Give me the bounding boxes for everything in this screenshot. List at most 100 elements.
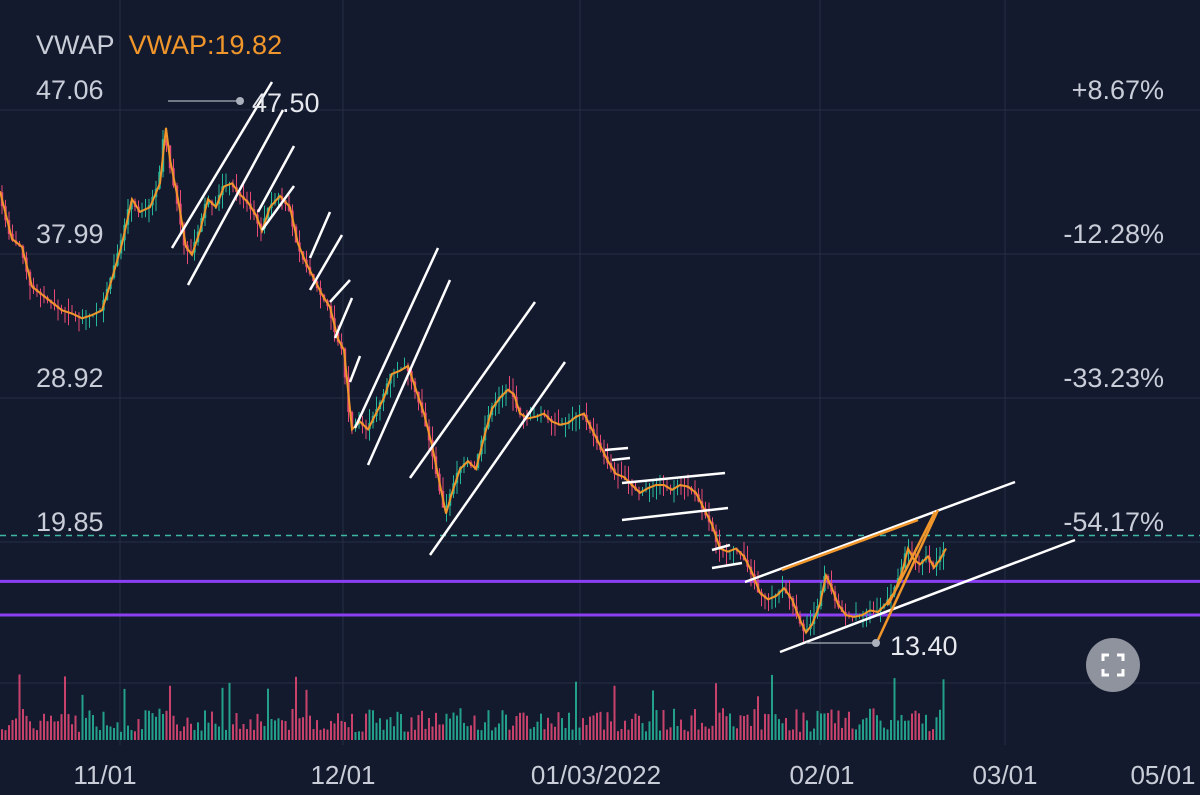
candle bbox=[396, 361, 399, 379]
volume-bar bbox=[837, 710, 840, 740]
candle bbox=[875, 597, 879, 617]
candle bbox=[56, 299, 60, 321]
volume-bar bbox=[564, 727, 567, 740]
volume-bar bbox=[344, 721, 346, 740]
volume-bar bbox=[99, 730, 101, 740]
volume-bar bbox=[841, 727, 843, 740]
volume-bar bbox=[568, 712, 570, 740]
volume-bar bbox=[939, 709, 941, 740]
volume-bar bbox=[361, 731, 364, 740]
volume-bar bbox=[498, 723, 500, 740]
date-tick-label: 01/03/2022 bbox=[531, 760, 661, 790]
volume-bar bbox=[92, 715, 94, 740]
volume-bar bbox=[487, 710, 490, 740]
candle bbox=[224, 173, 228, 193]
volume-bar bbox=[697, 729, 700, 740]
volume-bars bbox=[1, 674, 945, 740]
volume-bar bbox=[50, 715, 52, 740]
volume-bar bbox=[214, 723, 217, 740]
volume-bar bbox=[246, 729, 248, 740]
volume-bar bbox=[778, 719, 780, 740]
volume-bar bbox=[792, 729, 794, 740]
volume-bar bbox=[365, 713, 367, 740]
volume-bar bbox=[914, 710, 917, 740]
volume-bar bbox=[379, 718, 381, 740]
volume-bar bbox=[491, 730, 493, 740]
percent-tick-label: -12.28% bbox=[1063, 219, 1164, 249]
volume-bar bbox=[337, 713, 339, 740]
volume-bar bbox=[186, 717, 189, 740]
date-tick-label: 11/01 bbox=[73, 760, 136, 790]
volume-bar bbox=[673, 708, 675, 740]
volume-bar bbox=[11, 720, 14, 740]
volume-bar bbox=[123, 688, 126, 740]
candle bbox=[53, 289, 56, 311]
volume-bar bbox=[589, 716, 591, 740]
volume-bar bbox=[162, 713, 164, 740]
volume-bar bbox=[484, 722, 486, 740]
volume-bar bbox=[88, 710, 91, 740]
trend-line bbox=[408, 301, 537, 479]
volume-bar bbox=[74, 715, 77, 740]
volume-bar bbox=[302, 717, 304, 740]
trend-line bbox=[308, 211, 332, 259]
volume-bar bbox=[326, 729, 329, 740]
price-tick-label: 19.85 bbox=[36, 507, 104, 537]
volume-bar bbox=[921, 723, 924, 740]
fit-screen-button[interactable] bbox=[1086, 638, 1140, 692]
volume-bar bbox=[284, 720, 287, 740]
volume-bar bbox=[4, 730, 7, 740]
volume-bar bbox=[232, 724, 234, 740]
volume-bar bbox=[435, 712, 437, 740]
volume-bar bbox=[687, 731, 689, 740]
candle bbox=[564, 417, 567, 438]
volume-bar bbox=[813, 728, 815, 740]
candle bbox=[648, 482, 651, 503]
volume-bar bbox=[372, 710, 374, 740]
volume-bar bbox=[67, 714, 70, 740]
trend-line bbox=[621, 506, 729, 522]
volume-bar bbox=[389, 717, 392, 740]
volume-bar bbox=[512, 725, 514, 740]
volume-bar bbox=[137, 719, 140, 740]
indicator-name: VWAP bbox=[36, 30, 115, 60]
volume-bar bbox=[106, 725, 108, 740]
volume-bar bbox=[886, 729, 889, 740]
volume-bar bbox=[757, 696, 759, 740]
volume-bar bbox=[169, 685, 171, 740]
volume-bar bbox=[438, 724, 441, 740]
vwap-value: VWAP:19.82 bbox=[128, 30, 283, 60]
volume-bar bbox=[249, 719, 252, 740]
trend-line bbox=[256, 145, 296, 213]
volume-bar bbox=[732, 726, 735, 740]
volume-bar bbox=[449, 718, 451, 740]
volume-bar bbox=[827, 712, 829, 740]
volume-bar bbox=[46, 721, 49, 740]
candle bbox=[760, 588, 763, 607]
volume-bar bbox=[767, 714, 770, 740]
volume-bar bbox=[753, 709, 756, 740]
price-axis-labels: 47.06 37.99 28.92 19.85 bbox=[36, 75, 104, 537]
volume-bar bbox=[277, 718, 280, 740]
volume-bar bbox=[8, 725, 10, 740]
volume-bar bbox=[463, 722, 465, 740]
volume-bar bbox=[928, 731, 931, 740]
percent-tick-label: -33.23% bbox=[1063, 363, 1164, 393]
volume-bar bbox=[39, 720, 42, 740]
volume-bar bbox=[526, 715, 528, 740]
volume-bar bbox=[690, 715, 693, 740]
volume-bar bbox=[470, 725, 472, 740]
volume-bar bbox=[869, 708, 871, 740]
price-annotations: 47.50 13.40 bbox=[168, 88, 958, 661]
volume-bar bbox=[207, 722, 210, 740]
candle bbox=[77, 312, 81, 332]
volume-bar bbox=[571, 729, 574, 740]
volume-bar bbox=[764, 713, 766, 740]
volume-bar bbox=[645, 731, 647, 740]
trend-line-drawings[interactable] bbox=[170, 81, 1076, 654]
volume-bar bbox=[935, 717, 938, 740]
candle bbox=[574, 412, 578, 432]
volume-bar bbox=[610, 721, 612, 740]
candle bbox=[392, 368, 396, 388]
